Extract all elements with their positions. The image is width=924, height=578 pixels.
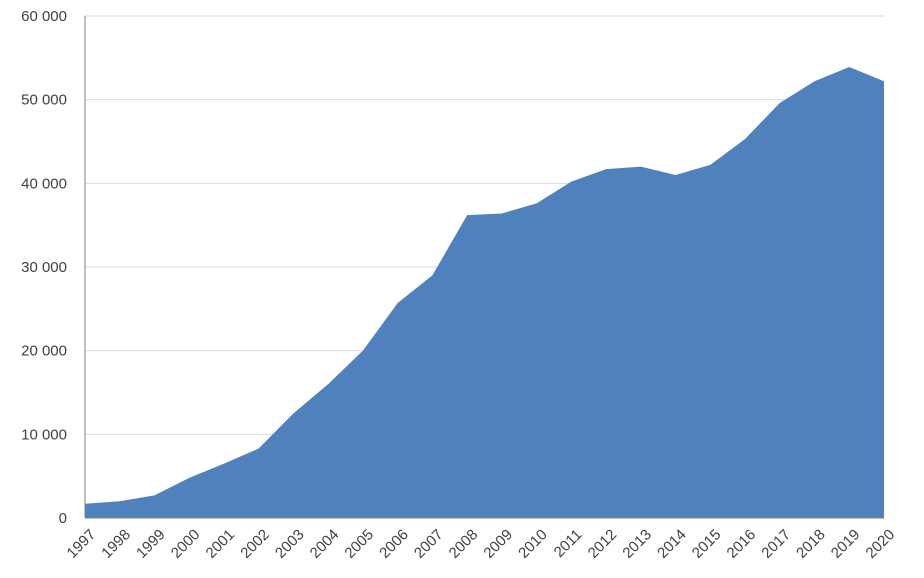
y-tick-label: 0 [59,510,67,527]
x-tick-label: 1998 [98,526,134,562]
x-tick-label: 2005 [341,526,377,562]
x-tick-label: 2003 [272,526,308,562]
x-tick-label: 2014 [654,526,690,562]
y-tick-label: 10 000 [21,426,67,443]
y-tick-label: 30 000 [21,259,67,276]
x-tick-label: 2010 [515,526,551,562]
x-tick-label: 2000 [168,526,204,562]
x-tick-label: 2002 [237,526,273,562]
y-tick-label: 40 000 [21,175,67,192]
x-tick-label: 2016 [724,526,760,562]
x-tick-label: 2017 [758,526,794,562]
area [85,67,884,518]
x-tick-label: 2011 [551,526,586,561]
x-tick-label: 2007 [411,526,447,562]
x-tick-label: 2009 [480,526,516,562]
x-tick-label: 2012 [585,526,621,562]
x-tick-label: 2019 [828,526,864,562]
x-tick-label: 2015 [689,526,725,562]
x-tick-label: 2020 [863,526,899,562]
x-tick-label: 2001 [203,526,239,562]
x-tick-label: 1997 [64,526,100,562]
x-tick-label: 1999 [133,526,169,562]
y-tick-label: 50 000 [21,92,67,109]
y-tick-label: 60 000 [21,8,67,25]
x-tick-label: 2008 [446,526,482,562]
x-tick-label: 2004 [307,526,343,562]
x-tick-label: 2018 [793,526,829,562]
y-tick-label: 20 000 [21,343,67,360]
x-tick-label: 2006 [376,526,412,562]
x-tick-label: 2013 [619,526,655,562]
